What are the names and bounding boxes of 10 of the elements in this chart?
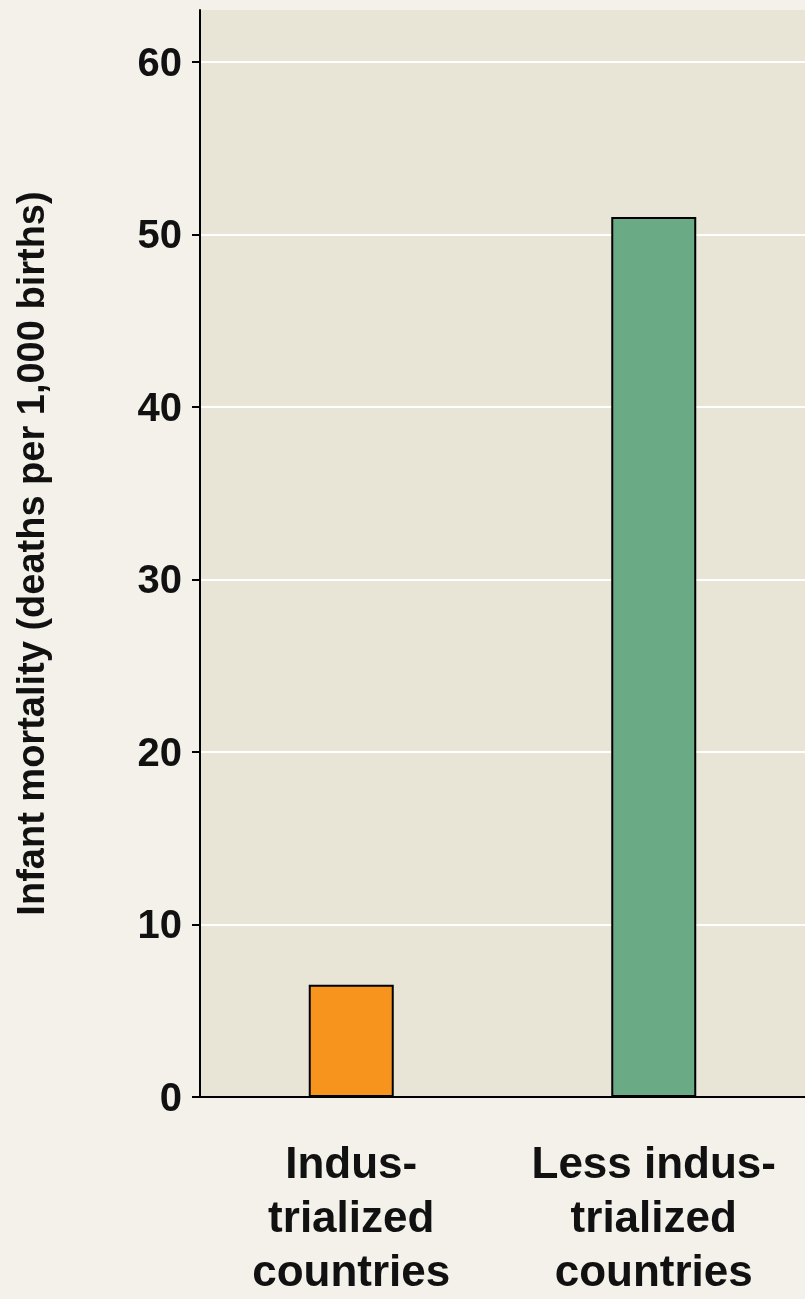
y-tick-label: 20 [137, 729, 182, 774]
x-tick-label: Less indus- trialized countries [531, 1137, 776, 1295]
y-tick-label: 50 [137, 212, 182, 257]
y-tick-label: 30 [137, 557, 182, 602]
y-tick-label: 40 [137, 384, 182, 429]
y-tick-label: 0 [159, 1075, 182, 1119]
y-axis-title: Infant mortality (deaths per 1,000 births) [10, 191, 52, 916]
x-tick-label: Indus- trialized countries [252, 1137, 451, 1295]
y-tick-label: 60 [137, 39, 182, 84]
y-tick-label: 10 [137, 902, 182, 947]
